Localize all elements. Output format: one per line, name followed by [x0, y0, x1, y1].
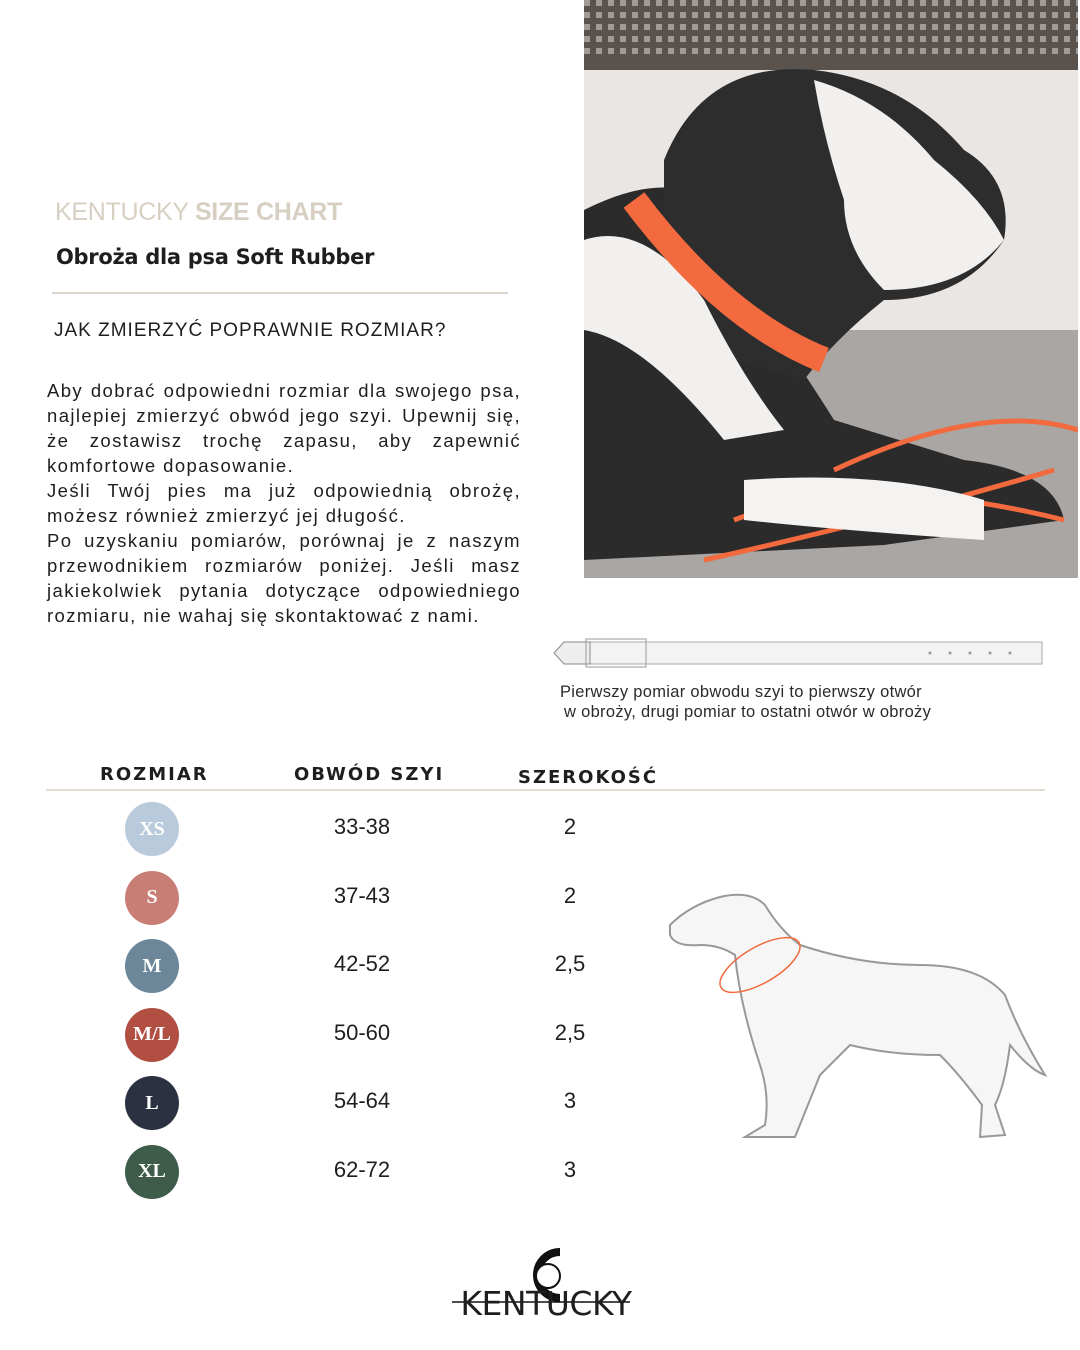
neck-circumference: 54-64 [333, 1088, 391, 1113]
collar-width: 2,5 [554, 951, 586, 976]
kentucky-logo-text: KENTUCKY [460, 1284, 632, 1323]
header-width: SZEROKOŚĆ [518, 767, 659, 788]
header-neck: OBWÓD SZYI [294, 764, 445, 785]
collar-diagram [553, 638, 1043, 668]
dog-outline-illustration [669, 893, 1048, 1139]
neck-circumference: 37-43 [333, 882, 391, 908]
header-size: ROZMIAR [100, 764, 209, 785]
size-chart-label: SIZE CHART [194, 198, 342, 226]
instructions-text: Aby dobrać odpowiedni rozmiar dla swojeg… [47, 378, 521, 628]
table-row: L 54-64 3 [0, 1076, 700, 1136]
howto-heading: JAK ZMIERZYĆ POPRAWNIE ROZMIAR? [54, 320, 447, 341]
collar-width: 3 [563, 1156, 577, 1182]
paragraph: Aby dobrać odpowiedni rozmiar dla swojeg… [47, 380, 521, 476]
brand-name: KENTUCKY [55, 198, 189, 226]
paragraph: Po uzyskaniu pomiarów, porównaj je z nas… [47, 530, 521, 626]
size-badge: XL [125, 1144, 179, 1199]
collar-measurement-note: Pierwszy pomiar obwodu szyi to pierwszy … [560, 682, 931, 722]
table-divider [46, 789, 1045, 791]
collar-width: 2 [563, 814, 577, 839]
table-row: M/L 50-60 2,5 [0, 1007, 700, 1068]
neck-circumference: 33-38 [333, 814, 391, 839]
neck-circumference: 50-60 [333, 1019, 391, 1045]
divider [52, 292, 508, 294]
size-badge: L [125, 1076, 179, 1130]
dog-photo [584, 0, 1078, 578]
collar-width: 3 [563, 1088, 577, 1113]
collar-width: 2,5 [554, 1019, 586, 1045]
note-line: Pierwszy pomiar obwodu szyi to pierwszy … [560, 683, 922, 701]
size-badge: S [125, 870, 179, 925]
kentucky-logo-icon [452, 1248, 630, 1303]
size-badge: M/L [125, 1007, 179, 1062]
paragraph: Jeśli Twój pies ma już odpowiednią obroż… [47, 480, 521, 526]
size-badge: M [125, 939, 179, 993]
neck-circumference: 42-52 [333, 951, 391, 976]
size-badge: XS [125, 802, 179, 856]
brand-title: KENTUCKY SIZE CHART [55, 198, 342, 227]
table-row: M 42-52 2,5 [0, 939, 700, 999]
collar-width: 2 [563, 882, 577, 908]
table-row: XL 62-72 3 [0, 1144, 700, 1205]
table-row: S 37-43 2 [0, 870, 700, 931]
table-row: XS 33-38 2 [0, 802, 700, 862]
neck-circumference: 62-72 [333, 1156, 391, 1182]
product-title: Obroża dla psa Soft Rubber [56, 245, 375, 269]
note-line: w obroży, drugi pomiar to ostatni otwór … [564, 703, 932, 721]
